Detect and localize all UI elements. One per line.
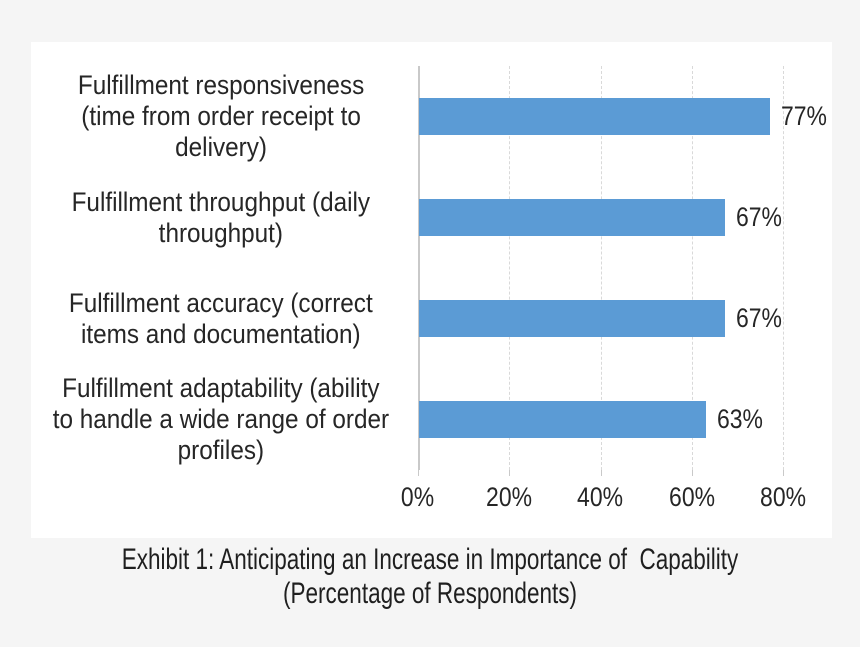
bar-row: 77%: [418, 66, 828, 167]
category-label: Fulfillment accuracy (correct items and …: [31, 268, 411, 369]
bar-value-label: 67%: [735, 303, 782, 333]
x-axis: 0% 20% 40% 60% 80%: [401, 470, 828, 520]
y-axis-line: [418, 66, 420, 470]
x-tick-label-text: 0%: [401, 482, 435, 512]
gridline: [783, 66, 784, 470]
x-tick-label: 60%: [647, 482, 737, 513]
category-label-text: Fulfillment responsiveness (time from or…: [77, 70, 365, 162]
category-label: Fulfillment throughput (daily throughput…: [31, 167, 411, 268]
category-label-text: Fulfillment accuracy (correct items and …: [69, 287, 373, 349]
bar: [419, 199, 725, 236]
caption-line-1: Exhibit 1: Anticipating an Increase in I…: [121, 543, 739, 576]
x-tick-label-text: 40%: [577, 482, 624, 512]
gridline: [691, 66, 693, 470]
x-tick-label: 80%: [738, 482, 828, 513]
category-label: Fulfillment adaptability (ability to han…: [31, 369, 411, 470]
axis-tick: [691, 470, 693, 476]
chart-panel: Fulfillment responsiveness (time from or…: [31, 42, 832, 538]
category-label: Fulfillment responsiveness (time from or…: [31, 66, 411, 167]
bar-row: 67%: [418, 268, 828, 369]
axis-tick: [783, 470, 784, 476]
gridline: [600, 66, 602, 470]
chart-caption: Exhibit 1: Anticipating an Increase in I…: [0, 543, 860, 611]
caption-line-2: (Percentage of Respondents): [283, 577, 577, 610]
x-tick-label: 20%: [464, 482, 554, 513]
bar: [419, 98, 771, 135]
bar-row: 67%: [418, 167, 828, 268]
bar-row: 63%: [418, 369, 828, 470]
axis-tick: [600, 470, 602, 476]
category-label-text: Fulfillment throughput (daily throughput…: [71, 186, 371, 248]
bar-value-label: 77%: [781, 101, 828, 131]
x-tick-label: 0%: [373, 482, 463, 513]
bar: [419, 401, 707, 438]
x-tick-label-text: 60%: [668, 482, 715, 512]
bar-value-label: 63%: [717, 404, 764, 434]
plot-area: 77% 67% 67% 63%: [418, 66, 828, 470]
axis-tick: [509, 470, 511, 476]
bar: [419, 300, 725, 337]
gridline: [509, 66, 511, 470]
category-labels: Fulfillment responsiveness (time from or…: [31, 66, 411, 470]
category-label-text: Fulfillment adaptability (ability to han…: [52, 373, 390, 465]
axis-tick: [418, 470, 419, 476]
x-tick-label-text: 20%: [486, 482, 533, 512]
bar-value-label: 67%: [735, 202, 782, 232]
x-tick-label-text: 80%: [760, 482, 806, 512]
x-tick-label: 40%: [556, 482, 646, 513]
